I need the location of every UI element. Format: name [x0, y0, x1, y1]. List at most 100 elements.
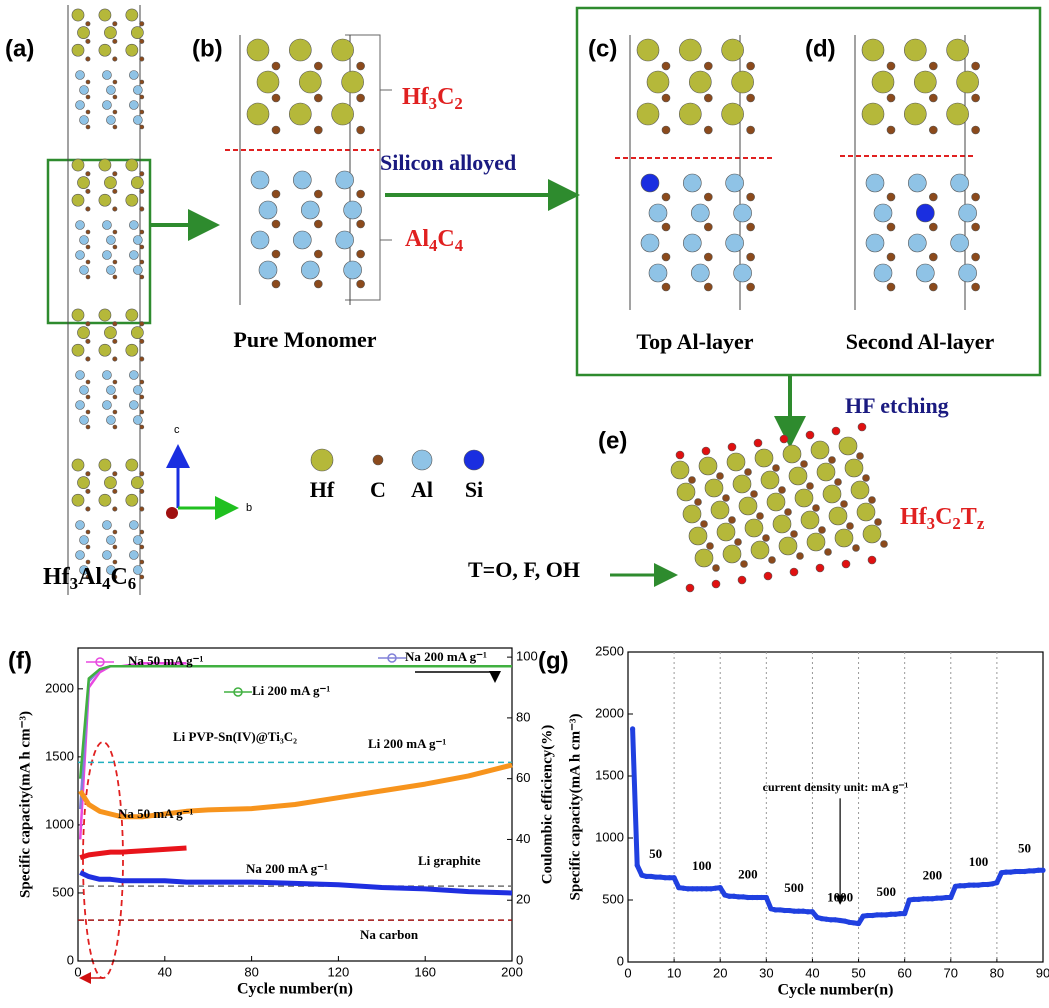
- atom: [464, 450, 484, 470]
- data-point: [644, 874, 649, 879]
- atom: [140, 125, 144, 129]
- data-point: [791, 909, 796, 914]
- atom: [259, 201, 277, 219]
- atom: [113, 357, 117, 361]
- atom: [99, 194, 111, 206]
- caption: Silicon alloyed: [380, 150, 516, 175]
- atom: [916, 204, 934, 222]
- atom: [301, 261, 319, 279]
- atom: [695, 549, 713, 567]
- atom: [133, 86, 142, 95]
- atom: [140, 472, 144, 476]
- atom: [662, 223, 670, 231]
- data-point: [630, 726, 635, 731]
- data-point: [879, 912, 884, 917]
- atom: [727, 453, 745, 471]
- atom-legend-label: Hf: [310, 477, 335, 502]
- atom: [80, 266, 89, 275]
- data-point: [639, 873, 644, 878]
- data-point: [838, 918, 843, 923]
- data-point: [962, 883, 967, 888]
- atom: [929, 193, 937, 201]
- atom: [704, 283, 712, 291]
- formula-part: 3: [70, 574, 78, 593]
- data-point: [718, 885, 723, 890]
- atom: [704, 193, 712, 201]
- atom: [662, 94, 670, 102]
- data-point: [755, 895, 760, 900]
- atom: [332, 103, 354, 125]
- atom: [140, 560, 144, 564]
- atom: [835, 529, 853, 547]
- data-point: [731, 894, 736, 899]
- atom: [76, 251, 85, 260]
- atom: [869, 497, 876, 504]
- x-tick-label: 90: [1036, 965, 1049, 980]
- atom: [140, 260, 144, 264]
- atom: [732, 71, 754, 93]
- atom: [76, 551, 85, 560]
- data-point: [976, 883, 981, 888]
- data-point: [787, 908, 792, 913]
- atom: [104, 177, 116, 189]
- atom: [779, 487, 786, 494]
- atom: [972, 94, 980, 102]
- atom: [755, 449, 773, 467]
- data-point: [741, 894, 746, 899]
- atom: [314, 126, 322, 134]
- data-point: [999, 870, 1004, 875]
- atom: [129, 551, 138, 560]
- atom: [113, 260, 117, 264]
- x-tick-label: 0: [624, 965, 631, 980]
- atom: [704, 253, 712, 261]
- atom: [140, 207, 144, 211]
- data-point: [861, 914, 866, 919]
- atom: [780, 435, 788, 443]
- atom: [72, 344, 84, 356]
- panel-label: (a): [5, 35, 34, 62]
- atom: [140, 339, 144, 343]
- atom: [129, 101, 138, 110]
- atom: [783, 445, 801, 463]
- atom: [76, 371, 85, 380]
- atom: [80, 86, 89, 95]
- atom: [314, 280, 322, 288]
- atom: [314, 62, 322, 70]
- y-tick-label: 1500: [595, 767, 624, 782]
- data-point: [990, 881, 995, 886]
- y2-axis-label: Coulombic efficiency(%): [539, 725, 555, 885]
- atom: [131, 27, 143, 39]
- data-point: [768, 906, 773, 911]
- atom: [823, 485, 841, 503]
- atom: [357, 280, 365, 288]
- data-point: [944, 895, 949, 900]
- y-tick-label: 2000: [45, 680, 74, 695]
- y2-tick-label: 60: [516, 770, 530, 785]
- atom: [677, 483, 695, 501]
- caption: Second Al-layer: [846, 329, 995, 354]
- atom: [951, 234, 969, 252]
- y2-tick-label: 40: [516, 831, 530, 846]
- atom: [747, 223, 755, 231]
- data-point: [980, 882, 985, 887]
- atom: [76, 101, 85, 110]
- atom: [841, 501, 848, 508]
- atom: [866, 174, 884, 192]
- atom: [951, 174, 969, 192]
- atom: [679, 103, 701, 125]
- panel-label: (d): [805, 35, 836, 62]
- formula-part: Hf: [402, 84, 430, 110]
- atom: [113, 189, 117, 193]
- atom: [77, 27, 89, 39]
- atom: [801, 511, 819, 529]
- y-tick-label: 1000: [595, 829, 624, 844]
- atom: [649, 264, 667, 282]
- atom: [695, 499, 702, 506]
- atom: [140, 489, 144, 493]
- atom: [126, 159, 138, 171]
- atom: [711, 501, 729, 519]
- atom: [801, 461, 808, 468]
- atom: [357, 220, 365, 228]
- atom: [637, 103, 659, 125]
- atom: [106, 86, 115, 95]
